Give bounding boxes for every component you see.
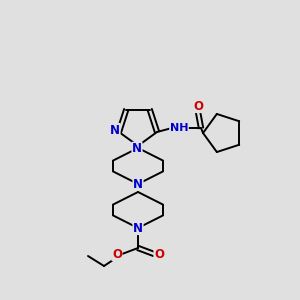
Text: O: O (154, 248, 164, 262)
Text: N: N (110, 124, 120, 136)
Text: O: O (112, 248, 122, 260)
Text: N: N (133, 178, 143, 190)
Text: N: N (133, 221, 143, 235)
Text: N: N (132, 142, 142, 155)
Text: O: O (193, 100, 203, 112)
Text: NH: NH (170, 123, 188, 133)
